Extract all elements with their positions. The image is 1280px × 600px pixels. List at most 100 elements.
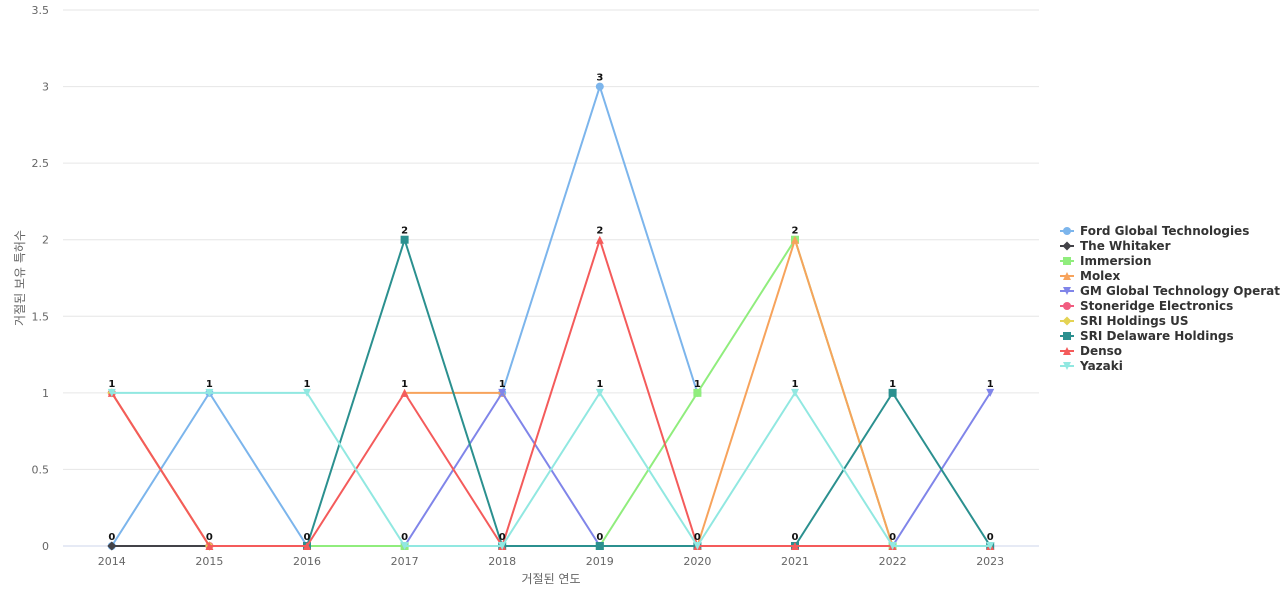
legend-item[interactable]: Yazaki — [1060, 359, 1123, 373]
data-point[interactable] — [107, 541, 117, 551]
legend-marker — [1062, 316, 1072, 326]
data-label: 1 — [304, 379, 311, 390]
legend-item[interactable]: SRI Delaware Holdings — [1060, 329, 1234, 343]
legend-item[interactable]: Stoneridge Electronics — [1060, 299, 1233, 313]
data-label: 0 — [499, 532, 506, 543]
data-point[interactable] — [107, 388, 116, 397]
data-point[interactable] — [205, 542, 214, 550]
data-point[interactable] — [791, 388, 799, 397]
data-point[interactable] — [986, 542, 995, 550]
y-tick-label: 0 — [42, 540, 49, 553]
data-point[interactable] — [595, 542, 604, 550]
data-label: 1 — [889, 379, 896, 390]
data-point[interactable] — [498, 388, 507, 397]
data-point[interactable] — [303, 542, 311, 550]
legend-label: Stoneridge Electronics — [1080, 299, 1233, 313]
data-point[interactable] — [205, 388, 214, 397]
data-point[interactable] — [888, 388, 897, 397]
legend-label: Yazaki — [1079, 359, 1123, 373]
data-label: 0 — [206, 532, 213, 543]
y-tick-label: 2 — [42, 234, 49, 247]
y-axis-title: 거절된 보유 특허수 — [13, 230, 27, 326]
legend-label: SRI Holdings US — [1080, 314, 1188, 328]
legend-marker — [1062, 241, 1072, 251]
y-tick-label: 0.5 — [32, 463, 50, 476]
legend-item[interactable]: Ford Global Technologies — [1060, 224, 1249, 238]
y-axis-ticks: 0 0.5 1 1.5 2 2.5 3 3.5 — [32, 4, 50, 553]
data-label: 0 — [596, 532, 603, 543]
data-point[interactable] — [693, 542, 702, 550]
data-point[interactable] — [986, 388, 995, 397]
data-label: 2 — [596, 226, 603, 237]
data-labels: 1 0 1 0 1 0 2 1 0 1 0 3 2 1 0 1 0 2 1 0 1 0 1 0 — [108, 73, 993, 543]
data-point[interactable] — [400, 542, 409, 550]
series-9[interactable] — [107, 388, 995, 550]
x-tick-label: 2015 — [195, 555, 223, 568]
legend-marker — [1063, 362, 1071, 370]
data-label: 1 — [792, 379, 799, 390]
legend-label: GM Global Technology Operat... — [1080, 284, 1280, 298]
data-label: 1 — [596, 379, 603, 390]
data-label: 1 — [108, 379, 115, 390]
data-label: 1 — [987, 379, 994, 390]
data-point[interactable] — [888, 542, 897, 550]
legend-label: Ford Global Technologies — [1080, 224, 1249, 238]
x-tick-label: 2016 — [293, 555, 321, 568]
legend-item[interactable]: Molex — [1060, 269, 1120, 283]
x-axis-title: 거절된 연도 — [521, 572, 580, 586]
legend-label: SRI Delaware Holdings — [1080, 329, 1234, 343]
legend-marker — [1063, 257, 1071, 265]
x-tick-label: 2019 — [586, 555, 614, 568]
y-tick-label: 3 — [42, 81, 49, 94]
data-point[interactable] — [400, 388, 409, 397]
legend-label: Molex — [1080, 269, 1120, 283]
data-point[interactable] — [498, 542, 507, 550]
legend-item[interactable]: Immersion — [1060, 254, 1152, 268]
x-axis-ticks: 2014 2015 2016 2017 2018 2019 2020 2021 2022 2023 — [98, 555, 1004, 568]
legend-marker — [1063, 332, 1071, 340]
series-line[interactable] — [306, 238, 992, 547]
legend-marker — [1063, 227, 1071, 235]
x-tick-label: 2020 — [683, 555, 711, 568]
legend-item[interactable]: GM Global Technology Operat... — [1060, 284, 1280, 298]
y-tick-label: 2.5 — [32, 157, 50, 170]
legend-marker — [1063, 272, 1071, 280]
legend-marker — [1063, 287, 1071, 295]
legend-item[interactable]: Denso — [1060, 344, 1122, 358]
legend-marker — [1063, 347, 1071, 355]
series-line[interactable] — [110, 238, 991, 547]
data-point[interactable] — [400, 235, 409, 244]
data-label: 1 — [694, 379, 701, 390]
data-point[interactable] — [303, 388, 311, 397]
data-label: 1 — [206, 379, 213, 390]
legend-item[interactable]: The Whitaker — [1060, 239, 1171, 253]
data-point[interactable] — [791, 235, 799, 244]
legend-item[interactable]: SRI Holdings US — [1060, 314, 1188, 328]
series-group — [107, 82, 995, 551]
data-label: 1 — [401, 379, 408, 390]
data-point[interactable] — [595, 82, 604, 91]
legend-label: Denso — [1080, 344, 1122, 358]
data-label: 0 — [401, 532, 408, 543]
data-point[interactable] — [595, 388, 604, 397]
y-tick-label: 3.5 — [32, 4, 50, 17]
series-8[interactable] — [107, 235, 995, 550]
data-label: 2 — [792, 226, 799, 237]
data-point[interactable] — [595, 235, 604, 244]
x-tick-label: 2021 — [781, 555, 809, 568]
data-point[interactable] — [693, 388, 702, 397]
series-line[interactable] — [111, 391, 991, 547]
legend-label: Immersion — [1080, 254, 1152, 268]
data-label: 0 — [889, 532, 896, 543]
x-tick-label: 2023 — [976, 555, 1004, 568]
data-label: 0 — [987, 532, 994, 543]
data-label: 0 — [304, 532, 311, 543]
legend-label: The Whitaker — [1080, 239, 1171, 253]
y-tick-label: 1 — [42, 387, 49, 400]
data-point[interactable] — [791, 542, 799, 550]
series-1[interactable] — [107, 541, 214, 551]
data-label: 2 — [401, 226, 408, 237]
data-label: 0 — [694, 532, 701, 543]
